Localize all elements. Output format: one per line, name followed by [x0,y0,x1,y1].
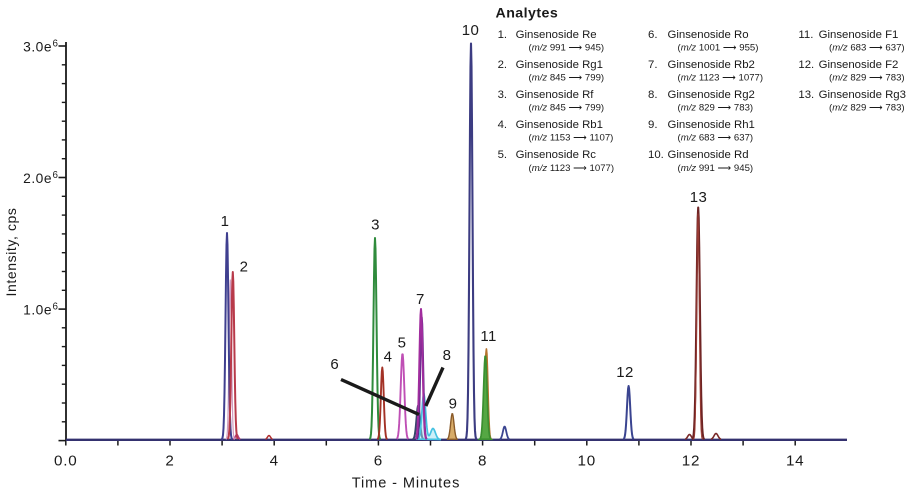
svg-text:5: 5 [398,335,407,352]
svg-text:1.: 1. [498,29,508,41]
svg-text:(m/z 991 ⟶ 945): (m/z 991 ⟶ 945) [529,42,605,53]
svg-text:2.0e: 2.0e [23,171,52,186]
svg-text:2: 2 [165,452,174,469]
svg-text:6: 6 [53,38,59,49]
svg-text:2: 2 [240,258,249,275]
svg-text:(m/z 1123 ⟶ 1077): (m/z 1123 ⟶ 1077) [529,163,615,174]
svg-text:2.: 2. [498,59,508,71]
svg-text:(m/z 1001 ⟶ 955): (m/z 1001 ⟶ 955) [678,42,759,53]
svg-text:Ginsenoside F1: Ginsenoside F1 [819,29,899,41]
svg-text:Time - Minutes: Time - Minutes [352,476,461,492]
svg-text:13: 13 [690,189,708,206]
svg-text:(m/z 845 ⟶ 799): (m/z 845 ⟶ 799) [529,103,605,114]
svg-text:7: 7 [416,291,425,308]
svg-text:(m/z 683 ⟶ 637): (m/z 683 ⟶ 637) [829,42,905,53]
svg-text:(m/z 829 ⟶ 783): (m/z 829 ⟶ 783) [829,103,905,114]
svg-text:Ginsenoside Rg2: Ginsenoside Rg2 [668,89,755,101]
svg-text:Ginsenoside F2: Ginsenoside F2 [819,59,899,71]
svg-text:7.: 7. [648,59,658,71]
svg-text:4: 4 [270,452,279,469]
svg-text:Ginsenoside Rh1: Ginsenoside Rh1 [668,119,755,131]
svg-text:8: 8 [443,347,452,364]
svg-text:(m/z 829 ⟶ 783): (m/z 829 ⟶ 783) [678,103,754,114]
svg-text:9: 9 [449,396,458,413]
svg-text:Ginsenoside Rg1: Ginsenoside Rg1 [516,59,603,71]
svg-text:6: 6 [374,452,383,469]
svg-text:8.: 8. [648,89,658,101]
svg-text:Ginsenoside Re: Ginsenoside Re [516,29,597,41]
svg-text:6: 6 [330,356,339,373]
svg-text:(m/z 829 ⟶ 783): (m/z 829 ⟶ 783) [829,73,905,84]
svg-text:9.: 9. [648,119,658,131]
svg-text:13.: 13. [798,89,814,101]
svg-text:4.: 4. [498,119,508,131]
svg-text:(m/z 991 ⟶ 945): (m/z 991 ⟶ 945) [678,163,754,174]
svg-text:Ginsenoside Rd: Ginsenoside Rd [668,149,749,161]
svg-text:1.0e: 1.0e [23,303,52,318]
svg-text:3.0e: 3.0e [23,40,52,55]
svg-text:11.: 11. [798,29,813,41]
svg-text:Intensity, cps: Intensity, cps [3,207,19,296]
svg-text:Analytes: Analytes [496,5,559,21]
svg-text:10: 10 [462,22,480,39]
svg-text:(m/z 1153 ⟶ 1107): (m/z 1153 ⟶ 1107) [529,133,614,144]
svg-text:(m/z 1123 ⟶ 1077): (m/z 1123 ⟶ 1077) [678,73,764,84]
svg-text:6: 6 [53,302,59,313]
svg-text:Ginsenoside Rc: Ginsenoside Rc [516,149,597,161]
svg-text:(m/z 845 ⟶ 799): (m/z 845 ⟶ 799) [529,73,605,84]
svg-text:Ginsenoside Rb2: Ginsenoside Rb2 [668,59,755,71]
svg-text:12: 12 [682,452,701,469]
svg-text:3: 3 [371,216,380,233]
svg-text:3.: 3. [498,89,508,101]
svg-text:1: 1 [221,213,230,230]
svg-text:Ginsenoside Ro: Ginsenoside Ro [668,29,749,41]
svg-text:14: 14 [786,452,805,469]
svg-text:6.: 6. [648,29,658,41]
svg-text:11: 11 [480,328,496,345]
svg-text:10: 10 [578,452,597,469]
svg-text:Ginsenoside Rb1: Ginsenoside Rb1 [516,119,603,131]
svg-text:Ginsenoside Rf: Ginsenoside Rf [516,89,595,101]
svg-text:Ginsenoside Rg3: Ginsenoside Rg3 [819,89,906,101]
svg-text:10.: 10. [648,149,664,161]
svg-text:6: 6 [53,170,59,181]
svg-text:0.0: 0.0 [54,452,78,469]
svg-text:8: 8 [478,452,487,469]
svg-text:5.: 5. [498,149,508,161]
svg-text:12.: 12. [798,59,814,71]
svg-text:4: 4 [384,348,393,365]
svg-text:12: 12 [616,364,634,381]
svg-text:(m/z 683 ⟶ 637): (m/z 683 ⟶ 637) [678,133,754,144]
